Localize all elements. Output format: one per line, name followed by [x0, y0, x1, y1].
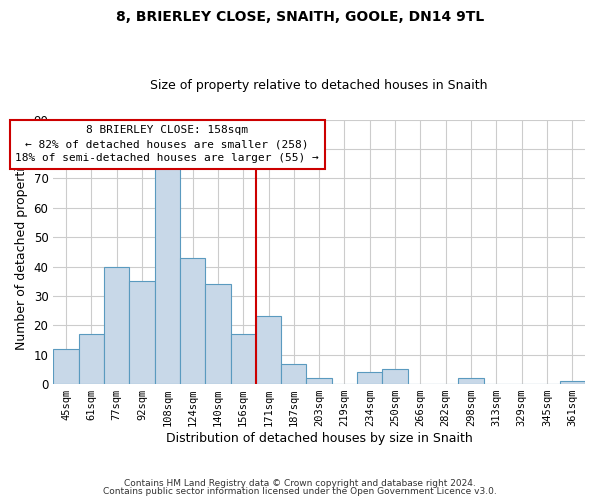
Text: Contains public sector information licensed under the Open Government Licence v3: Contains public sector information licen…: [103, 487, 497, 496]
Bar: [180, 258, 205, 384]
Text: Contains HM Land Registry data © Crown copyright and database right 2024.: Contains HM Land Registry data © Crown c…: [124, 478, 476, 488]
Bar: [560, 381, 585, 384]
Text: 8 BRIERLEY CLOSE: 158sqm
← 82% of detached houses are smaller (258)
18% of semi-: 8 BRIERLEY CLOSE: 158sqm ← 82% of detach…: [16, 126, 319, 164]
X-axis label: Distribution of detached houses by size in Snaith: Distribution of detached houses by size …: [166, 432, 473, 445]
Bar: [79, 334, 104, 384]
Y-axis label: Number of detached properties: Number of detached properties: [15, 154, 28, 350]
Bar: [307, 378, 332, 384]
Bar: [458, 378, 484, 384]
Bar: [230, 334, 256, 384]
Bar: [281, 364, 307, 384]
Bar: [104, 266, 129, 384]
Bar: [256, 316, 281, 384]
Bar: [53, 349, 79, 384]
Bar: [357, 372, 382, 384]
Bar: [155, 166, 180, 384]
Text: 8, BRIERLEY CLOSE, SNAITH, GOOLE, DN14 9TL: 8, BRIERLEY CLOSE, SNAITH, GOOLE, DN14 9…: [116, 10, 484, 24]
Bar: [382, 370, 408, 384]
Bar: [205, 284, 230, 384]
Bar: [129, 281, 155, 384]
Title: Size of property relative to detached houses in Snaith: Size of property relative to detached ho…: [151, 79, 488, 92]
